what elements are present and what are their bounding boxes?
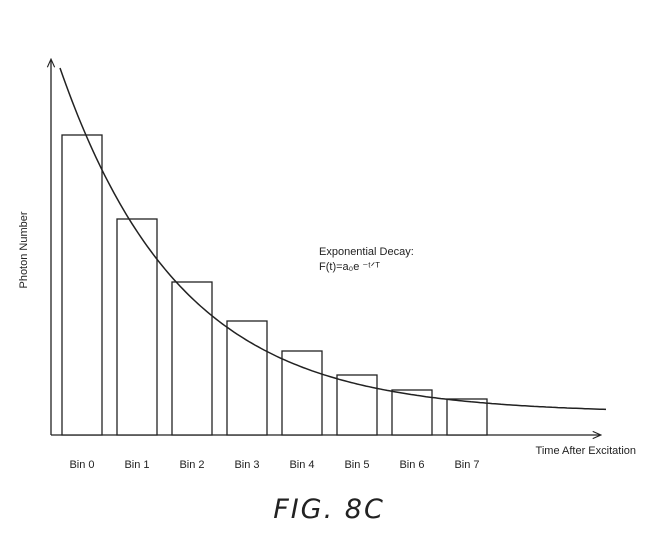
- bar-3: [226, 320, 268, 436]
- x-axis-label: Time After Excitation: [536, 445, 636, 457]
- x-tick-label-4: Bin 4: [289, 459, 314, 471]
- x-tick-label-6: Bin 6: [399, 459, 424, 471]
- bar-2: [171, 281, 213, 436]
- x-tick-label-0: Bin 0: [69, 459, 94, 471]
- bar-5: [336, 374, 378, 436]
- bar-0: [61, 134, 103, 436]
- y-axis-label: Photon Number: [18, 211, 30, 288]
- bar-1: [116, 218, 158, 436]
- bar-6: [391, 389, 433, 436]
- x-tick-label-2: Bin 2: [179, 459, 204, 471]
- figure-caption: FIG. 8C: [273, 494, 385, 525]
- curve-annotation-formula: F(t)=a₀e ⁻ᵗᐟᵀ: [319, 261, 380, 273]
- x-tick-label-3: Bin 3: [234, 459, 259, 471]
- bar-group: [61, 134, 488, 436]
- x-tick-label-1: Bin 1: [124, 459, 149, 471]
- curve-annotation-title: Exponential Decay:: [319, 246, 414, 258]
- x-tick-label-7: Bin 7: [454, 459, 479, 471]
- bar-4: [281, 350, 323, 436]
- bar-7: [446, 398, 488, 436]
- x-tick-label-5: Bin 5: [344, 459, 369, 471]
- x-tick-labels: Bin 0 Bin 1 Bin 2 Bin 3 Bin 4 Bin 5 Bin 6 Bin 7: [69, 459, 479, 471]
- exponential-decay-curve: [59, 67, 607, 411]
- decay-histogram-chart: Bin 0 Bin 1 Bin 2 Bin 3 Bin 4 Bin 5 Bin 6 Bin 7…: [18, 0, 636, 471]
